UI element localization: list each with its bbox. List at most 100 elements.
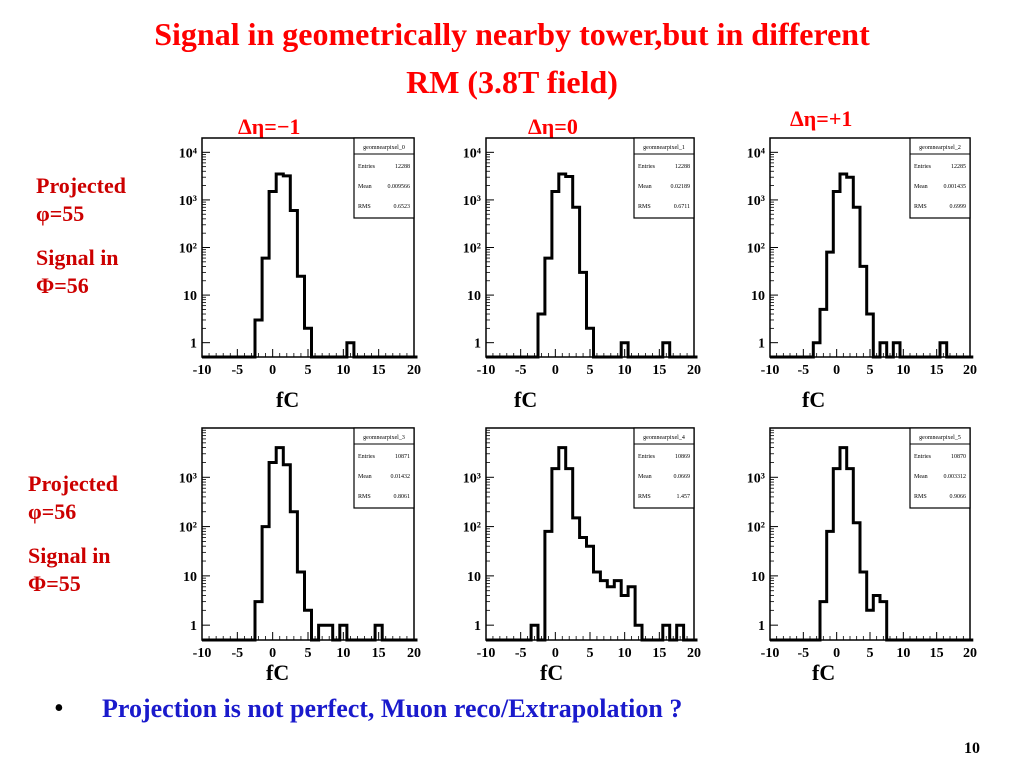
stats-value: 0.6999 [950,204,967,210]
x-tick-label: 10 [336,646,350,661]
y-tick-label: 10⁴ [747,146,766,161]
x-tick-label: 10 [896,646,910,661]
stats-name: geomnearpixel_1 [643,145,685,151]
stats-box [633,427,695,509]
row2-label: Projected φ=56 Signal in Φ=55 [28,470,118,598]
row2-label-line4: Φ=55 [28,571,81,596]
x-tick-label: 15 [372,646,386,661]
row2-label-line2: φ=56 [28,499,77,524]
stats-label: Mean [638,184,652,190]
histogram-line [770,446,974,642]
stats-value: 10870 [951,454,966,460]
y-tick-label: 10² [179,521,197,536]
stats-label: Entries [358,164,376,170]
y-tick-label: 10³ [747,471,765,486]
stats-value: 0.6711 [674,204,690,210]
x-tick-label: -5 [797,363,809,378]
stats-value: 12288 [675,164,690,170]
x-tick-label: 10 [896,363,910,378]
x-tick-label: -10 [761,646,780,661]
stats-label: Mean [914,474,928,480]
stats-value: 0.01432 [391,474,411,480]
stats-value: 0.009566 [388,184,411,190]
histogram-line [486,172,698,359]
x-tick-label: 0 [269,646,276,661]
stats-label: Entries [638,454,656,460]
histogram-line [486,446,698,642]
stats-box [633,137,695,219]
y-tick-label: 1 [758,337,765,352]
x-tick-label: -5 [797,646,809,661]
y-tick-label: 10 [183,289,197,304]
x-tick-label: 20 [407,646,421,661]
x-tick-label: 10 [618,363,632,378]
eta-label-minus1: Δη=−1 [238,114,301,139]
unit-label-r2c3: fC [812,660,836,685]
stats-value: 12285 [951,164,966,170]
y-tick-label: 10³ [747,194,765,209]
y-tick-label: 10² [463,521,481,536]
unit-label-r2c1: fC [266,660,290,685]
row1-label-line4: Φ=56 [36,273,89,298]
stats-name: geomnearpixel_3 [363,435,405,441]
eta-label-zero: Δη=0 [528,114,578,139]
stats-value: 0.001435 [944,184,967,190]
page-number: 10 [964,740,980,757]
histogram-row1-col3: 1 10 10² 10³ 10⁴ -10 -5 0 5 10 15 20 geomnearpixel_2… [747,137,977,378]
unit-label-r2c2: fC [540,660,564,685]
x-tick-label: -10 [193,363,212,378]
x-tick-label: 20 [963,363,977,378]
x-tick-label: 5 [305,646,312,661]
x-tick-label: 15 [372,363,386,378]
x-tick-label: -10 [761,363,780,378]
x-tick-label: -10 [477,646,496,661]
stats-label: RMS [638,494,651,500]
x-tick-label: 20 [407,363,421,378]
x-tick-label: 10 [618,646,632,661]
row1-label: Projected φ=55 Signal in Φ=56 [36,172,126,300]
row1-label-line3: Signal in [36,245,119,270]
stats-label: Mean [358,474,372,480]
x-tick-label: -5 [515,363,527,378]
x-tick-label: 0 [552,363,559,378]
histogram-row2-col3: 1 10 10² 10³ -10 -5 0 5 10 15 20 geomnearpixel_5 Ent… [747,427,977,661]
histogram-row2-col1: 1 10 10² 10³ -10 -5 0 5 10 15 20 geomnearpixel_3 Ent… [179,427,421,661]
y-tick-label: 10⁴ [179,146,198,161]
stats-value: 0.8061 [394,494,411,500]
stats-label: RMS [358,204,371,210]
y-tick-label: 10 [751,289,765,304]
x-tick-label: 20 [687,646,701,661]
y-tick-label: 10 [467,289,481,304]
stats-value: 10869 [675,454,690,460]
stats-value: 10871 [395,454,410,460]
unit-label-r1c2: fC [514,387,538,412]
bullet-marker: • [54,693,64,724]
x-tick-label: -5 [515,646,527,661]
stats-label: Entries [638,164,656,170]
stats-label: Mean [358,184,372,190]
stats-value: 1.457 [677,494,691,500]
x-tick-label: -5 [231,646,243,661]
row1-label-line2: φ=55 [36,201,85,226]
stats-label: RMS [358,494,371,500]
histogram-line [202,172,418,359]
x-tick-label: 5 [587,646,594,661]
unit-label-r1c1: fC [276,387,300,412]
x-tick-label: 0 [552,646,559,661]
x-tick-label: 15 [930,363,944,378]
y-tick-label: 10² [463,242,481,257]
x-tick-label: -5 [231,363,243,378]
y-tick-label: 10 [751,570,765,585]
stats-value: 0.0669 [674,474,691,480]
row2-label-line3: Signal in [28,543,111,568]
y-tick-label: 10³ [463,194,481,209]
x-tick-label: 15 [652,363,666,378]
x-tick-label: 5 [305,363,312,378]
stats-value: 0.02189 [671,184,691,190]
y-tick-label: 10² [747,242,765,257]
x-tick-label: 20 [963,646,977,661]
x-tick-label: 5 [867,646,874,661]
y-tick-label: 10⁴ [463,146,482,161]
stats-box [353,427,415,509]
